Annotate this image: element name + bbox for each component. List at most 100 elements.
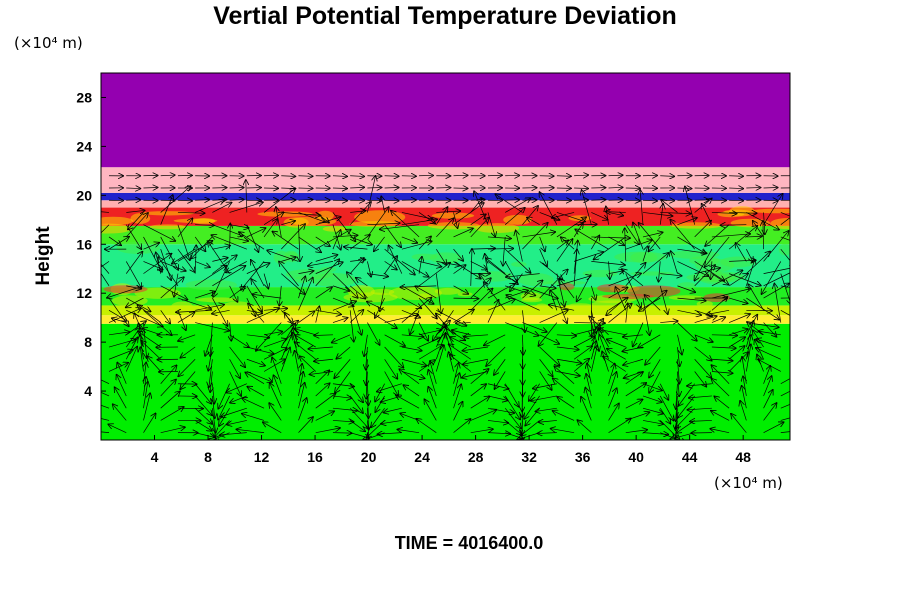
wind-vector [591,200,605,201]
wind-vector [332,176,347,177]
wind-vector [212,235,247,250]
wind-vector [608,388,617,409]
wind-vector [711,371,733,373]
wind-vector [209,359,213,387]
wind-vector [463,358,489,364]
wind-vector [160,391,180,409]
wind-vector [464,335,489,337]
texture-patch [520,292,542,301]
wind-vector [746,345,750,372]
wind-vector [533,383,557,389]
wind-vector [573,346,592,360]
wind-vector [780,236,790,242]
texture-patch [720,256,756,268]
wind-vector [349,310,363,323]
wind-vector [743,377,746,397]
wind-vector [581,397,592,421]
wind-vector [599,335,609,360]
wind-vector [714,396,730,409]
texture-patch [185,279,238,291]
wind-vector [608,212,624,215]
wind-vector [298,398,307,421]
wind-vector [212,203,231,213]
wind-vector [503,236,505,266]
wind-vector [143,393,150,421]
wind-vector [763,194,783,225]
wind-vector [462,371,489,377]
texture-patch [130,213,151,224]
texture-patch [668,295,705,301]
wind-vector [484,282,506,311]
wind-vector [125,261,141,288]
x-axis-unit: (×10⁴ m) [714,474,783,492]
wind-vector [642,200,657,201]
texture-patch [411,253,438,261]
wind-vector [642,232,663,238]
wind-vector [384,359,398,378]
wind-vector [212,310,230,313]
wind-vector [380,285,385,311]
wind-vector [246,371,272,381]
wind-vector [780,273,790,304]
wind-vector [242,398,265,409]
wind-vector [453,419,471,433]
wind-vector [246,285,262,311]
wind-vector [281,257,296,262]
wind-vector [126,310,162,326]
wind-vector [780,310,790,316]
wind-vector [436,207,447,225]
wind-vector [428,370,437,397]
wind-vector [315,411,334,421]
wind-vector [746,335,751,360]
wind-vector [195,261,210,267]
wind-vector [435,273,441,313]
texture-patch [670,222,723,229]
wind-vector [556,371,580,375]
wind-vector [229,346,245,367]
wind-vector [315,230,351,250]
wind-vector [711,234,750,237]
wind-vector [560,279,575,299]
wind-vector [281,321,298,336]
wind-vector [436,261,459,265]
wind-vector [556,347,579,350]
wind-vector [649,371,661,392]
wind-vector [711,347,736,348]
wind-vector [756,348,781,360]
wind-vector [590,285,595,300]
wind-vector [389,246,403,274]
wind-vector [470,369,489,384]
wind-vector [453,265,466,274]
wind-vector [623,335,644,337]
layer-band-10 [101,73,790,168]
wind-vector [400,286,437,287]
wind-vector [315,236,330,246]
wind-vector [101,404,110,409]
wind-vector [471,249,472,286]
wind-vector [281,176,295,177]
wind-vector [506,273,540,277]
wind-vector [384,200,399,201]
wind-vector [143,377,146,397]
wind-vector [310,371,333,374]
wind-vector [125,347,137,372]
wind-vector [160,310,170,323]
wind-vector [573,223,583,238]
wind-vector [625,372,643,385]
wind-vector [608,175,623,176]
wind-vector [453,203,484,225]
wind-vector [384,371,398,395]
wind-vector [137,305,161,323]
wind-vector [401,298,431,323]
wind-vector [574,175,588,176]
wind-vector [252,294,282,299]
wind-vector [677,218,696,226]
wind-vector [247,387,265,397]
wind-vector [101,418,110,421]
wind-vector [623,358,644,365]
wind-vector [677,285,695,292]
wind-vector [263,189,295,213]
wind-vector [552,212,575,217]
wind-vector [263,359,285,372]
wind-vector [746,248,752,261]
